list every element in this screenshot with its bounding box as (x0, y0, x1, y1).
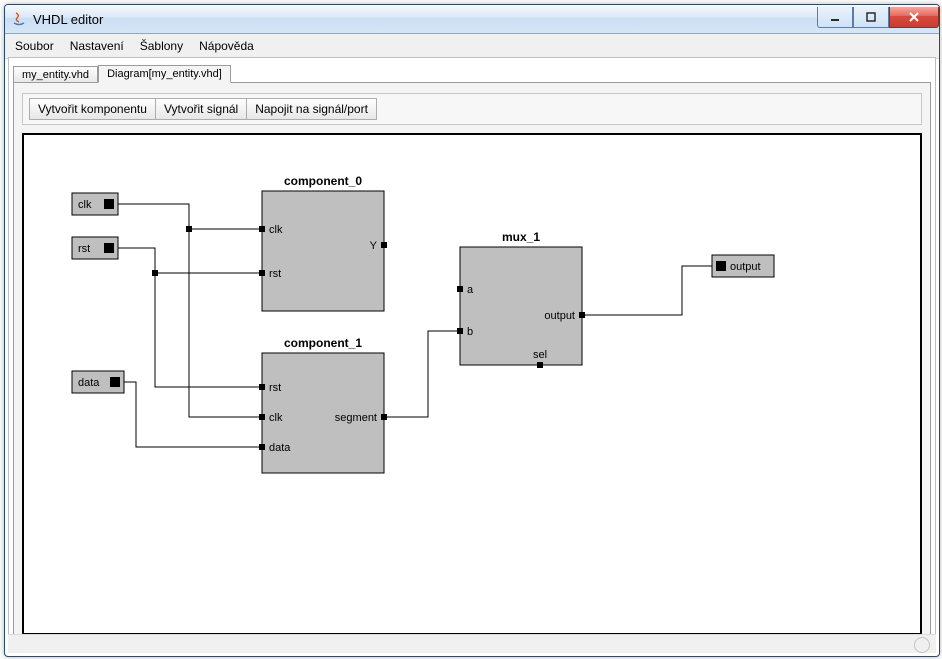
external-port-data[interactable]: data (72, 371, 124, 393)
menu-templates[interactable]: Šablony (134, 38, 189, 54)
svg-text:output: output (544, 310, 575, 322)
menu-bar: Soubor Nastavení Šablony Nápověda (5, 34, 939, 59)
menu-help[interactable]: Nápověda (193, 38, 260, 54)
svg-text:output: output (730, 261, 761, 273)
tab-source[interactable]: my_entity.vhd (13, 66, 98, 83)
svg-text:rst: rst (269, 382, 281, 394)
diagram-toolbar: Vytvořit komponentu Vytvořit signál Napo… (22, 93, 922, 125)
svg-text:mux_1: mux_1 (502, 230, 540, 244)
wire[interactable] (582, 266, 712, 315)
svg-text:rst: rst (78, 243, 90, 255)
create-signal-button[interactable]: Vytvořit signál (155, 98, 247, 120)
svg-text:clk: clk (78, 199, 92, 211)
tab-strip: my_entity.vhd Diagram[my_entity.vhd] (13, 62, 931, 82)
busy-indicator-icon (914, 637, 930, 653)
diagram-svg[interactable]: clk rst data output component_0clk rst Ycompon… (24, 135, 922, 635)
close-button[interactable] (889, 7, 939, 28)
diagram-canvas[interactable]: clk rst data output component_0clk rst Ycompon… (22, 133, 922, 635)
wire[interactable] (189, 229, 262, 417)
create-component-button[interactable]: Vytvořit komponentu (29, 98, 156, 120)
app-window: VHDL editor Soubor Nastavení Šablony Náp… (4, 4, 940, 657)
wire[interactable] (384, 331, 460, 417)
svg-text:clk: clk (269, 224, 283, 236)
client-area: my_entity.vhd Diagram[my_entity.vhd] Vyt… (8, 57, 936, 653)
tab-diagram[interactable]: Diagram[my_entity.vhd] (98, 65, 231, 83)
java-icon (11, 11, 27, 27)
titlebar[interactable]: VHDL editor (5, 5, 939, 34)
minimize-button[interactable] (817, 7, 853, 28)
svg-text:b: b (467, 326, 473, 338)
tab-page: Vytvořit komponentu Vytvořit signál Napo… (13, 82, 931, 648)
external-port-output[interactable]: output (712, 255, 774, 277)
svg-text:a: a (467, 284, 474, 296)
svg-text:Y: Y (370, 240, 378, 252)
wire[interactable] (118, 248, 262, 273)
connect-button[interactable]: Napojit na signál/port (246, 98, 377, 120)
svg-text:data: data (269, 442, 291, 454)
component-component_0[interactable]: component_0clk rst Y (259, 174, 387, 311)
window-title: VHDL editor (33, 12, 817, 27)
status-bar (8, 634, 936, 653)
maximize-button[interactable] (853, 7, 889, 28)
svg-text:sel: sel (533, 349, 547, 361)
svg-text:data: data (78, 377, 100, 389)
menu-file[interactable]: Soubor (9, 38, 60, 54)
wire[interactable] (155, 273, 262, 387)
svg-text:clk: clk (269, 412, 283, 424)
component-component_1[interactable]: component_1rst clk data segment (259, 336, 387, 473)
svg-text:rst: rst (269, 268, 281, 280)
wire-junction[interactable] (152, 270, 158, 276)
menu-settings[interactable]: Nastavení (64, 38, 130, 54)
component-mux_1[interactable]: mux_1a b output sel (457, 230, 585, 368)
svg-text:segment: segment (335, 412, 377, 424)
wire[interactable] (124, 382, 262, 447)
svg-text:component_1: component_1 (284, 336, 362, 350)
wire[interactable] (118, 204, 262, 229)
external-port-clk[interactable]: clk (72, 193, 118, 215)
external-port-rst[interactable]: rst (72, 237, 118, 259)
window-buttons (817, 7, 939, 27)
svg-text:component_0: component_0 (284, 174, 362, 188)
wire-junction[interactable] (186, 226, 192, 232)
